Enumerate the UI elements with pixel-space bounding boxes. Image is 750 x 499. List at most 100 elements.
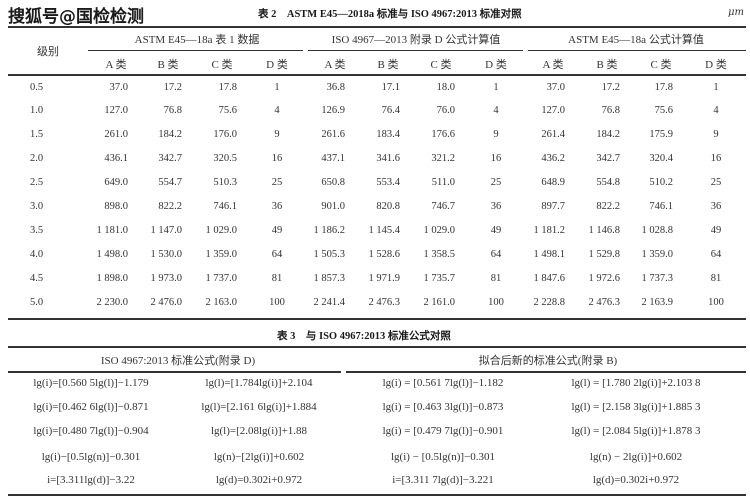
table-3-bottom-rule	[8, 494, 746, 496]
value-cell: 36	[710, 201, 722, 212]
value-cell: 320.4	[649, 153, 673, 164]
group-rule-right	[346, 371, 746, 373]
value-cell: 25	[490, 177, 502, 188]
value-cell: 75.6	[654, 105, 673, 116]
value-cell: 901.0	[321, 201, 345, 212]
value-cell: 1 146.8	[588, 225, 621, 236]
column-header: A 类	[105, 59, 127, 71]
value-cell: 25	[710, 177, 722, 188]
formula-cell: lg(l)=[2.161 6lg(i)]+1.884	[201, 401, 317, 413]
value-cell: 261.0	[104, 129, 128, 140]
row-header-level: 级别	[37, 46, 59, 58]
value-cell: 1 028.8	[641, 225, 674, 236]
level-cell: 0.5	[30, 82, 44, 93]
value-cell: 17.8	[218, 82, 237, 93]
value-cell: 437.1	[321, 153, 345, 164]
formula-cell: lg(i) = [0.479 7lg(l)]−0.901	[382, 425, 504, 437]
level-cell: 2.5	[30, 177, 44, 188]
value-cell: 2 476.3	[368, 297, 401, 308]
value-cell: 1 147.0	[150, 225, 183, 236]
value-cell: 1 973.0	[150, 273, 183, 284]
value-cell: 175.9	[649, 129, 673, 140]
formula-cell: i=[3.311lg(d)]−3.22	[47, 474, 135, 486]
column-header: A 类	[324, 59, 346, 71]
value-cell: 2 476.3	[588, 297, 621, 308]
value-cell: 553.4	[376, 177, 400, 188]
value-cell: 1 737.3	[641, 273, 674, 284]
column-header: B 类	[377, 59, 399, 71]
formula-cell: lg(i)−[0.5lg(n)]−0.301	[41, 451, 141, 463]
value-cell: 1 029.0	[205, 225, 238, 236]
group-rule-2	[308, 50, 523, 51]
table-2-bottom-rule	[8, 318, 746, 320]
value-cell: 4	[713, 105, 719, 116]
formula-cell: i=[3.311 7lg(d)]−3.221	[392, 474, 494, 486]
watermark: 搜狐号@国检检测	[8, 7, 144, 27]
column-header: C 类	[430, 59, 452, 71]
formula-cell: lg(l)=[1.784lg(i)]+2.104	[205, 377, 313, 389]
value-cell: 127.0	[104, 105, 128, 116]
column-header: D 类	[266, 59, 288, 71]
formula-cell: lg(i) − [0.5lg(n)]−0.301	[390, 451, 496, 463]
value-cell: 1 857.3	[313, 273, 346, 284]
value-cell: 510.2	[649, 177, 673, 188]
value-cell: 1 359.0	[205, 249, 238, 260]
value-cell: 1 029.0	[423, 225, 456, 236]
level-cell: 4.5	[30, 273, 44, 284]
formula-cell: lg(i)=[0.462 6lg(l)]−0.871	[33, 401, 149, 413]
value-cell: 1 181.0	[96, 225, 129, 236]
table-3-title: 表 3 与 ISO 4967:2013 标准公式对照	[277, 331, 451, 342]
value-cell: 436.1	[104, 153, 128, 164]
value-cell: 17.8	[654, 82, 673, 93]
value-cell: 100	[269, 297, 285, 308]
level-cell: 1.0	[30, 105, 44, 116]
table-2-title: 表 2 ASTM E45—2018a 标准与 ISO 4967:2013 标准对…	[258, 9, 522, 20]
value-cell: 1 359.0	[641, 249, 674, 260]
value-cell: 76.4	[381, 105, 400, 116]
value-cell: 1 529.8	[588, 249, 621, 260]
formula-cell: lg(i) = [0.561 7lg(l)]−1.182	[382, 377, 504, 389]
value-cell: 1	[713, 82, 719, 93]
value-cell: 37.0	[546, 82, 565, 93]
value-cell: 1 737.0	[205, 273, 238, 284]
value-cell: 2 163.9	[641, 297, 674, 308]
value-cell: 184.2	[158, 129, 182, 140]
value-cell: 650.8	[321, 177, 345, 188]
value-cell: 1	[493, 82, 499, 93]
column-header: B 类	[157, 59, 179, 71]
value-cell: 436.2	[541, 153, 565, 164]
value-cell: 9	[713, 129, 719, 140]
formula-cell: lg(l) = [1.780 2lg(i)]+2.103 8	[571, 377, 701, 389]
value-cell: 176.6	[431, 129, 455, 140]
level-cell: 3.5	[30, 225, 44, 236]
value-cell: 1 528.6	[368, 249, 401, 260]
value-cell: 49	[271, 225, 283, 236]
value-cell: 510.3	[213, 177, 237, 188]
value-cell: 36	[490, 201, 502, 212]
value-cell: 2 476.0	[150, 297, 183, 308]
group-header-astm-table: ASTM E45—18a 表 1 数据	[134, 34, 260, 46]
column-header: B 类	[596, 59, 618, 71]
value-cell: 17.2	[601, 82, 620, 93]
value-cell: 184.2	[596, 129, 620, 140]
value-cell: 261.4	[541, 129, 565, 140]
value-cell: 1 530.0	[150, 249, 183, 260]
value-cell: 2 161.0	[423, 297, 456, 308]
column-header: C 类	[650, 59, 672, 71]
group-header-iso-formula: ISO 4967:2013 标准公式(附录 D)	[100, 355, 256, 367]
value-cell: 183.4	[376, 129, 400, 140]
value-cell: 2 163.0	[205, 297, 238, 308]
value-cell: 746.7	[431, 201, 455, 212]
value-cell: 64	[710, 249, 722, 260]
value-cell: 554.7	[158, 177, 182, 188]
value-cell: 64	[490, 249, 502, 260]
value-cell: 81	[490, 273, 502, 284]
group-header-iso-calc: ISO 4967—2013 附录 D 公式计算值	[331, 34, 501, 46]
value-cell: 36	[271, 201, 283, 212]
value-cell: 1 498.1	[533, 249, 566, 260]
value-cell: 746.1	[213, 201, 237, 212]
value-cell: 76.8	[601, 105, 620, 116]
formula-cell: lg(i)=[0.560 5lg(l)]−1.179	[33, 377, 149, 389]
value-cell: 1 972.6	[588, 273, 621, 284]
column-header: D 类	[705, 59, 727, 71]
